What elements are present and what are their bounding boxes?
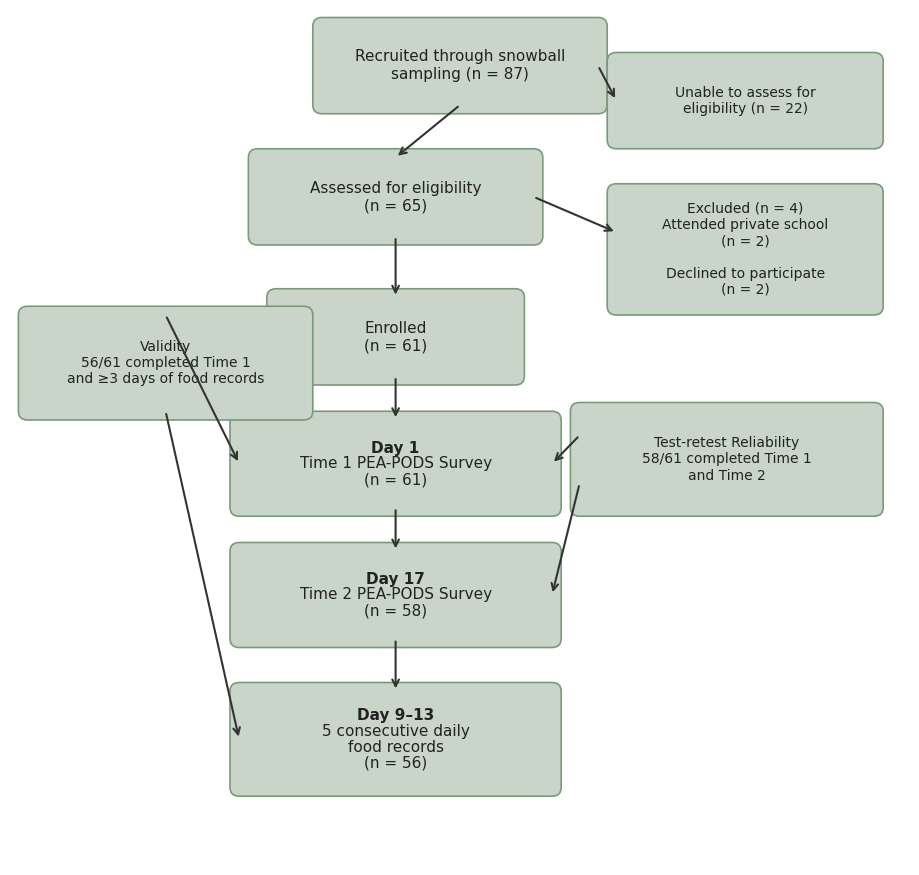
Text: Time 2 PEA-PODS Survey: Time 2 PEA-PODS Survey <box>300 587 491 603</box>
Text: Excluded (n = 4)
Attended private school
(n = 2)

Declined to participate
(n = 2: Excluded (n = 4) Attended private school… <box>662 202 827 297</box>
Text: (n = 58): (n = 58) <box>364 603 426 619</box>
FancyBboxPatch shape <box>267 289 524 385</box>
Text: (n = 61): (n = 61) <box>364 472 426 487</box>
FancyBboxPatch shape <box>230 411 561 516</box>
Text: Day 1: Day 1 <box>371 440 419 456</box>
FancyBboxPatch shape <box>312 18 607 114</box>
FancyBboxPatch shape <box>230 542 561 648</box>
FancyBboxPatch shape <box>607 52 882 149</box>
Text: Recruited through snowball
sampling (n = 87): Recruited through snowball sampling (n =… <box>355 49 564 82</box>
Text: Unable to assess for
eligibility (n = 22): Unable to assess for eligibility (n = 22… <box>675 86 814 116</box>
Text: Validity
56/61 completed Time 1
and ≥3 days of food records: Validity 56/61 completed Time 1 and ≥3 d… <box>67 340 264 387</box>
FancyBboxPatch shape <box>248 149 542 245</box>
Text: Day 17: Day 17 <box>366 571 425 587</box>
Text: Test-retest Reliability
58/61 completed Time 1
and Time 2: Test-retest Reliability 58/61 completed … <box>641 436 811 483</box>
Text: Day 9–13: Day 9–13 <box>357 708 434 724</box>
FancyBboxPatch shape <box>570 402 882 516</box>
Text: food records: food records <box>347 739 443 755</box>
Text: (n = 56): (n = 56) <box>364 755 426 771</box>
Text: 5 consecutive daily: 5 consecutive daily <box>322 724 469 739</box>
FancyBboxPatch shape <box>230 682 561 796</box>
FancyBboxPatch shape <box>607 184 882 315</box>
Text: Enrolled
(n = 61): Enrolled (n = 61) <box>364 320 426 354</box>
Text: Assessed for eligibility
(n = 65): Assessed for eligibility (n = 65) <box>310 180 481 214</box>
Text: Time 1 PEA-PODS Survey: Time 1 PEA-PODS Survey <box>300 456 491 472</box>
FancyBboxPatch shape <box>18 306 312 420</box>
